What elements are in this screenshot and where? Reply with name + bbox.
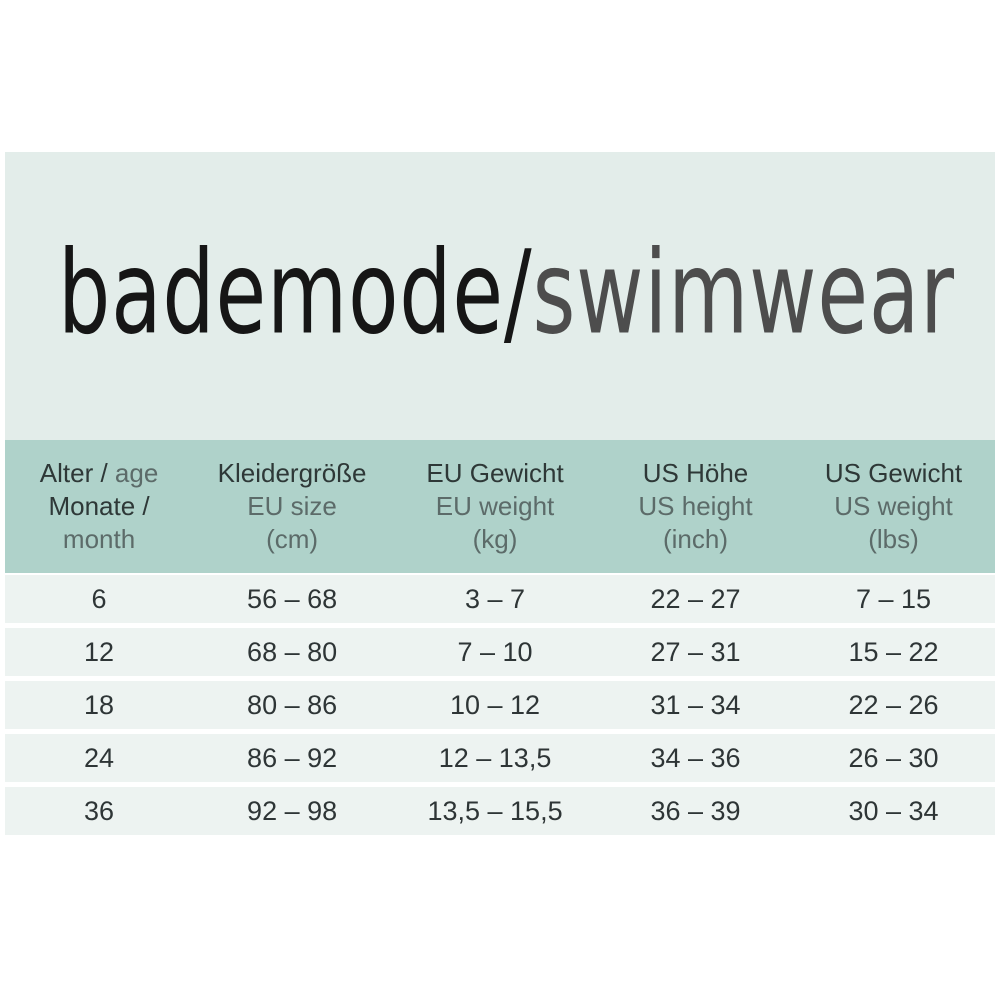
header-col-eu-weight: EU Gewicht EU weight (kg) <box>391 457 599 556</box>
header-line: (lbs) <box>868 524 919 554</box>
title-english: swimwear <box>532 225 955 361</box>
table-row: 24 86 – 92 12 – 13,5 34 – 36 26 – 30 <box>5 734 995 782</box>
header-col-eu-size: Kleidergröße EU size (cm) <box>193 457 391 556</box>
header-line: Monate / <box>48 491 150 521</box>
title-slash: / <box>503 225 533 361</box>
hero-band <box>5 152 995 440</box>
cell-age: 24 <box>84 742 115 773</box>
cell-us-weight: 15 – 22 <box>848 636 939 667</box>
cell-us-weight: 7 – 15 <box>855 583 932 614</box>
cell-us-weight: 30 – 34 <box>848 795 939 826</box>
header-line: (inch) <box>663 524 729 554</box>
cell-eu-weight: 7 – 10 <box>457 636 533 667</box>
cell-eu-weight: 3 – 7 <box>465 583 526 614</box>
cell-eu-size: 86 – 92 <box>247 742 338 773</box>
cell-age: 6 <box>91 583 107 614</box>
header-line: (cm) <box>266 524 319 554</box>
header-line: US Höhe <box>642 458 749 488</box>
cell-eu-weight: 10 – 12 <box>449 689 541 720</box>
cell-age: 12 <box>84 636 115 667</box>
table-row: 18 80 – 86 10 – 12 31 – 34 22 – 26 <box>5 681 995 729</box>
table-header: Alter / age Monate / month Kleidergröße … <box>5 440 995 573</box>
cell-us-height: 27 – 31 <box>650 636 741 667</box>
table-row: 12 68 – 80 7 – 10 27 – 31 15 – 22 <box>5 628 995 676</box>
size-table-body: 6 56 – 68 3 – 7 22 – 27 7 – 15 12 68 – 8… <box>5 575 995 835</box>
cell-eu-weight: 12 – 13,5 <box>438 742 552 773</box>
cell-us-height: 31 – 34 <box>650 689 741 720</box>
title-german: bademode <box>58 225 504 361</box>
cell-eu-size: 80 – 86 <box>247 689 338 720</box>
cell-us-height: 34 – 36 <box>650 742 741 773</box>
header-line: US Gewicht <box>824 458 963 488</box>
header-line: (kg) <box>472 524 518 554</box>
table-row: 36 92 – 98 13,5 – 15,5 36 – 39 30 – 34 <box>5 787 995 835</box>
header-line: EU Gewicht <box>426 458 564 488</box>
cell-us-weight: 22 – 26 <box>848 689 939 720</box>
cell-us-height: 22 – 27 <box>650 583 741 614</box>
cell-us-height: 36 – 39 <box>650 795 741 826</box>
cell-age: 18 <box>84 689 115 720</box>
page-title: bademode/swimwear <box>58 235 955 351</box>
header-line: Alter / age <box>39 458 159 488</box>
header-line: US weight <box>834 491 953 521</box>
header-line: US height <box>638 491 753 521</box>
cell-age: 36 <box>84 795 115 826</box>
cell-eu-weight: 13,5 – 15,5 <box>427 795 563 826</box>
header-col-us-height: US Höhe US height (inch) <box>599 457 792 556</box>
cell-eu-size: 68 – 80 <box>247 636 338 667</box>
header-col-age: Alter / age Monate / month <box>5 457 193 556</box>
cell-eu-size: 56 – 68 <box>247 583 338 614</box>
header-line: Kleidergröße <box>217 458 367 488</box>
cell-us-weight: 26 – 30 <box>848 742 939 773</box>
cell-eu-size: 92 – 98 <box>247 795 338 826</box>
header-col-us-weight: US Gewicht US weight (lbs) <box>792 457 995 556</box>
header-line: EU size <box>247 491 337 521</box>
header-line: EU weight <box>435 491 555 521</box>
header-line: month <box>62 524 136 554</box>
table-row: 6 56 – 68 3 – 7 22 – 27 7 – 15 <box>5 575 995 623</box>
